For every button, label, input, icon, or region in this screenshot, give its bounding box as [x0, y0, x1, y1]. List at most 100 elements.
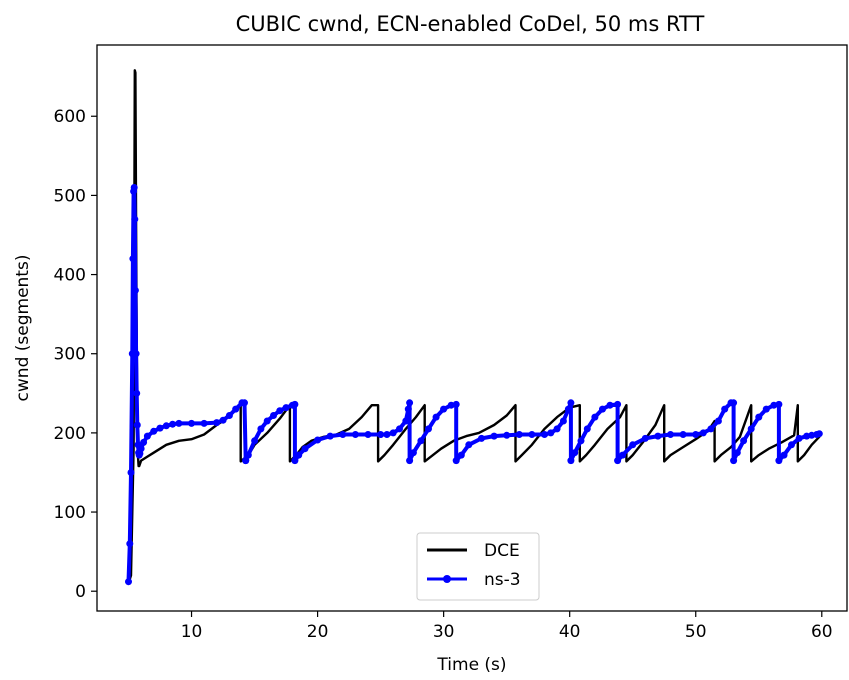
data-point-ns-3 [740, 437, 748, 445]
data-point-ns-3 [606, 401, 614, 409]
data-point-ns-3 [788, 441, 795, 449]
data-point-ns-3 [654, 432, 662, 440]
data-point-ns-3 [263, 417, 271, 425]
data-point-ns-3 [465, 441, 473, 449]
data-point-ns-3 [541, 431, 548, 438]
data-point-ns-3 [714, 417, 722, 425]
data-point-ns-3 [699, 429, 707, 437]
data-point-ns-3 [547, 429, 555, 437]
data-point-ns-3 [129, 255, 137, 263]
data-point-ns-3 [815, 430, 823, 438]
data-point-ns-3 [775, 457, 783, 465]
series-line-dce [127, 69, 821, 585]
data-point-ns-3 [775, 400, 783, 408]
data-point-ns-3 [169, 420, 177, 428]
data-point-ns-3 [125, 578, 132, 586]
data-point-ns-3 [707, 425, 715, 433]
data-point-ns-3 [351, 431, 359, 438]
y-tick-label: 500 [54, 186, 86, 206]
data-point-ns-3 [213, 419, 221, 427]
data-point-ns-3 [326, 432, 334, 440]
x-tick-label: 30 [433, 622, 455, 642]
data-point-ns-3 [762, 405, 770, 413]
data-point-ns-3 [452, 400, 460, 408]
x-tick-label: 20 [307, 622, 329, 642]
data-point-ns-3 [383, 431, 391, 438]
data-point-ns-3 [730, 457, 738, 465]
data-point-ns-3 [291, 457, 299, 465]
chart-title: CUBIC cwnd, ECN-enabled CoDel, 50 ms RTT [236, 12, 705, 36]
data-point-ns-3 [567, 399, 575, 407]
data-point-ns-3 [133, 421, 141, 429]
data-point-ns-3 [244, 451, 252, 459]
legend: DCE ns-3 [416, 532, 540, 601]
data-point-ns-3 [282, 404, 290, 412]
data-point-ns-3 [162, 422, 170, 430]
data-point-ns-3 [490, 432, 498, 440]
x-tick-label: 50 [685, 622, 707, 642]
legend-label-dce: DCE [484, 541, 520, 561]
data-point-ns-3 [219, 416, 227, 424]
data-point-ns-3 [251, 437, 259, 445]
data-point-ns-3 [755, 413, 763, 421]
data-point-ns-3 [127, 469, 135, 476]
data-point-ns-3 [478, 434, 485, 442]
data-point-ns-3 [440, 405, 448, 413]
data-point-ns-3 [721, 405, 729, 413]
data-point-ns-3 [679, 431, 687, 438]
x-tick-label: 10 [181, 622, 203, 642]
data-point-ns-3 [225, 412, 233, 419]
data-point-ns-3 [667, 431, 674, 438]
data-point-ns-3 [692, 431, 700, 438]
x-axis-label: Time (s) [436, 655, 506, 675]
data-point-ns-3 [409, 449, 417, 457]
legend-box [416, 532, 540, 601]
y-tick-label: 0 [75, 582, 86, 602]
data-point-ns-3 [140, 438, 148, 446]
data-point-ns-3 [131, 215, 139, 223]
plot-frame [96, 44, 848, 612]
data-point-ns-3 [452, 457, 460, 465]
data-point-ns-3 [131, 286, 139, 294]
data-point-ns-3 [619, 451, 627, 459]
data-point-ns-3 [515, 431, 523, 438]
data-point-ns-3 [270, 412, 277, 419]
data-point-ns-3 [130, 184, 138, 191]
data-point-ns-3 [175, 419, 183, 427]
x-tick-label: 60 [811, 622, 833, 642]
data-point-ns-3 [276, 407, 284, 415]
data-point-ns-3 [432, 413, 440, 421]
data-point-ns-3 [599, 405, 606, 413]
x-tick-label: 40 [559, 622, 581, 642]
data-point-ns-3 [747, 425, 755, 433]
data-point-ns-3 [571, 449, 579, 457]
data-point-ns-3 [559, 417, 567, 425]
data-point-ns-3 [241, 399, 248, 407]
data-point-ns-3 [257, 425, 265, 433]
series-layer [125, 69, 823, 586]
series-ns-3 [125, 184, 823, 586]
data-point-ns-3 [795, 434, 803, 442]
data-point-ns-3 [143, 432, 151, 440]
data-point-ns-3 [232, 405, 240, 413]
data-point-ns-3 [614, 400, 622, 408]
data-point-ns-3 [730, 399, 738, 407]
series-dce [127, 69, 821, 585]
y-axis: 0 100 200 300 400 500 600 [54, 107, 97, 602]
data-point-ns-3 [528, 431, 536, 438]
data-point-ns-3 [629, 441, 637, 449]
data-point-ns-3 [780, 451, 788, 459]
data-point-ns-3 [583, 425, 591, 433]
y-tick-label: 400 [54, 266, 86, 286]
y-tick-label: 100 [54, 503, 86, 523]
data-point-ns-3 [577, 437, 585, 445]
data-point-ns-3 [314, 436, 322, 444]
data-point-ns-3 [733, 449, 741, 457]
y-tick-label: 200 [54, 424, 86, 444]
y-tick-label: 300 [54, 345, 86, 365]
data-point-ns-3 [301, 445, 309, 453]
data-point-ns-3 [295, 451, 303, 459]
data-point-ns-3 [133, 389, 141, 397]
data-point-ns-3 [404, 405, 412, 413]
